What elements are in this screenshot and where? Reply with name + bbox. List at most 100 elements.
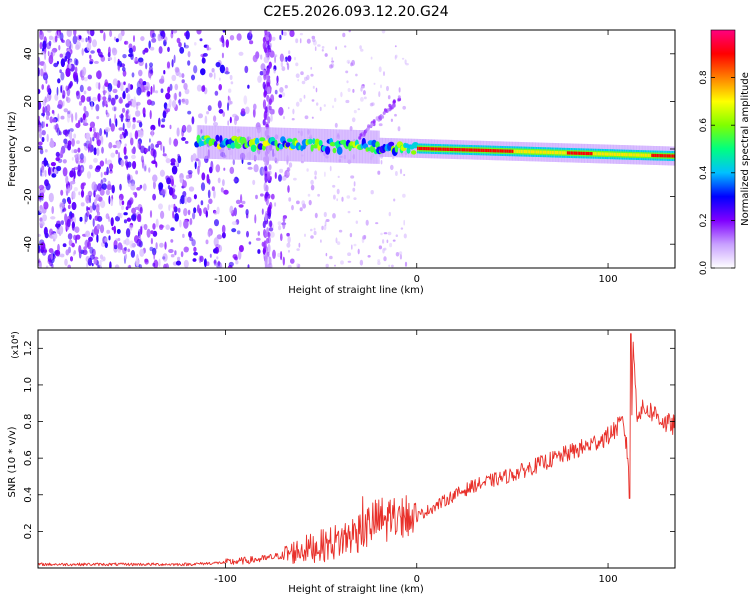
- spectrogram-carrier-core: [618, 152, 621, 157]
- spectrogram-noise-speck: [87, 240, 91, 250]
- spectrogram-carrier-core: [434, 147, 436, 151]
- spectrogram-noise-speck: [201, 172, 206, 181]
- spectrogram-noise-speck: [43, 201, 49, 210]
- spectrogram-noise-speck: [206, 174, 210, 184]
- spectrogram-noise-speck: [235, 199, 241, 205]
- spectrogram-spike-speck: [262, 81, 266, 90]
- spectrogram-noise-speck: [78, 245, 82, 254]
- spectrogram-noise-speck: [174, 66, 180, 73]
- spectrogram-noise-speck: [117, 242, 123, 251]
- spectrogram-noise-speck: [146, 99, 152, 106]
- spectrogram-carrier-core: [508, 149, 510, 153]
- spectrogram-spike-speck: [267, 231, 271, 238]
- colorbar-ticks: 0.0 0.2 0.4 0.6 0.8: [699, 70, 735, 275]
- spectrogram-carrier-core: [659, 154, 662, 158]
- spectrogram-noise-speck: [123, 81, 126, 86]
- spectrogram-carrier-core: [661, 154, 664, 158]
- spectrogram-noise-speck: [123, 219, 128, 224]
- spectrogram-noise-speck: [108, 46, 111, 55]
- spectrogram-noise-speck: [100, 171, 103, 178]
- spectrogram-noise-speck: [40, 242, 46, 251]
- spectrogram-carrier-core: [525, 150, 528, 154]
- spectrogram-noise-speck: [110, 198, 114, 207]
- spectrogram-noise-speck: [60, 253, 65, 258]
- spectrogram-noise-speck: [362, 84, 365, 87]
- spectrogram-noise-speck: [398, 87, 401, 93]
- spectrogram-noise-speck: [126, 200, 132, 209]
- spectrogram-noise-speck: [138, 130, 144, 138]
- spectrogram-noise-speck: [111, 47, 116, 53]
- spectrogram-noise-speck: [80, 167, 83, 171]
- spectrogram-carrier-core: [656, 154, 658, 158]
- spectrogram-noise-speck: [65, 175, 69, 184]
- spectrogram-ytick-label: 40: [23, 47, 34, 60]
- spectrogram-noise-speck: [63, 108, 69, 113]
- spectrogram-noise-speck: [286, 167, 291, 172]
- spectrogram-noise-speck: [170, 31, 174, 39]
- spectrogram-noise-speck: [38, 184, 45, 190]
- spectrogram-noise-speck: [336, 188, 340, 195]
- spectrogram-noise-speck: [125, 110, 129, 119]
- spectrogram-spike-speck: [264, 173, 268, 184]
- spectrogram-noise-speck: [138, 78, 143, 85]
- spectrogram-carrier-core: [468, 148, 471, 152]
- spectrogram-noise-speck: [223, 167, 226, 171]
- spectrogram-noise-speck: [357, 248, 360, 255]
- spectrogram-noise-speck: [165, 92, 171, 100]
- spectrogram-noise-speck: [86, 30, 90, 34]
- spectrogram-noise-speck: [163, 70, 166, 75]
- spectrogram-noise-speck: [96, 139, 101, 147]
- spectrogram-carrier-core: [642, 153, 645, 157]
- spectrogram-noise-speck: [168, 249, 174, 253]
- spectrogram-noise-speck: [281, 175, 287, 181]
- spectrogram-noise-speck: [69, 130, 73, 141]
- spectrogram-carrier-halo: [368, 130, 371, 164]
- spectrogram-noise-speck: [351, 117, 356, 123]
- spectrogram-noise-speck: [359, 259, 364, 266]
- colorbar-tick-label: 0.6: [699, 118, 709, 133]
- spectrogram-noise-speck: [54, 35, 58, 43]
- spectrogram-noise-speck: [260, 63, 266, 71]
- spectrogram-noise-speck: [395, 252, 400, 257]
- spectrogram-noise-speck: [115, 118, 118, 127]
- spectrogram-noise-speck: [113, 36, 117, 41]
- spectrogram-spike-speck: [268, 164, 272, 171]
- spectrogram-noise-speck: [42, 121, 46, 128]
- spectrogram-carrier-core: [610, 152, 612, 156]
- spectrogram-spike-speck: [264, 214, 268, 221]
- spectrogram-carrier-core: [541, 150, 543, 154]
- spectrogram-noise-speck: [331, 60, 335, 63]
- spectrogram-noise-speck: [133, 35, 135, 43]
- spectrogram-noise-speck: [387, 95, 391, 100]
- spectrogram-noise-speck: [134, 206, 140, 210]
- spectrogram-noise-speck: [152, 84, 155, 94]
- spectrogram-noise-speck: [394, 113, 397, 117]
- spectrogram-noise-speck: [103, 32, 106, 42]
- spectrogram-carrier-core: [439, 147, 442, 151]
- spectrogram-carrier-core: [570, 151, 572, 155]
- spectrogram-noise-speck: [74, 66, 78, 73]
- spectrogram-noise-speck: [137, 140, 142, 149]
- spectrogram-spike-speck: [267, 45, 271, 50]
- spectrogram-carrier-blob: [325, 146, 331, 155]
- spectrogram-noise-speck: [282, 58, 287, 62]
- spectrogram-noise-speck: [71, 138, 75, 147]
- spectrogram-carrier-core: [646, 153, 648, 157]
- spectrogram-noise-speck: [340, 91, 343, 98]
- spectrogram-carrier-core: [530, 150, 533, 154]
- spectrogram-noise-speck: [291, 204, 294, 211]
- spectrogram-noise-speck: [51, 109, 55, 114]
- spectrogram-noise-speck: [110, 123, 115, 132]
- spectrogram-noise-speck: [303, 94, 306, 99]
- spectrogram-noise-speck: [166, 177, 172, 185]
- spectrogram-noise-speck: [56, 220, 61, 224]
- spectrogram-carrier-core: [477, 148, 479, 152]
- spectrogram-noise-speck: [351, 59, 355, 66]
- spectrogram-noise-speck: [278, 94, 283, 98]
- spectrogram-spike-speck: [267, 116, 271, 124]
- spectrogram-noise-speck: [128, 47, 134, 54]
- spectrogram-noise-speck: [130, 214, 137, 221]
- spectrogram-carrier-core: [482, 148, 485, 152]
- spectrogram-carrier-core: [666, 154, 669, 158]
- spectrogram-noise-speck: [286, 242, 291, 248]
